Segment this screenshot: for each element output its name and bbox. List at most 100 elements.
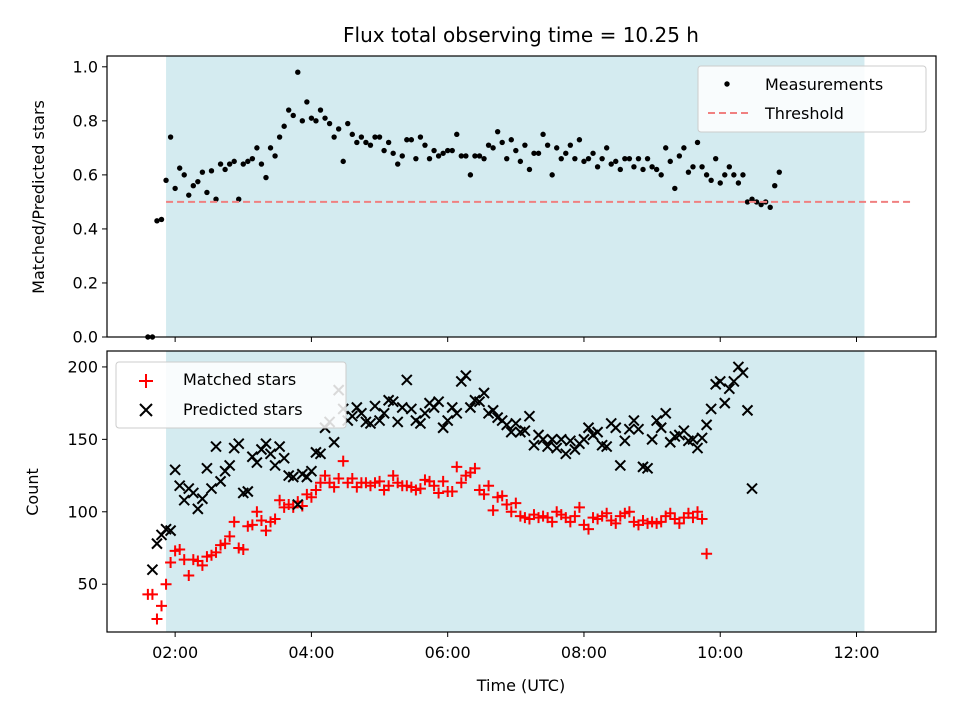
measurements-point: [567, 142, 574, 148]
measurements-point: [404, 137, 410, 143]
measurements-point: [758, 201, 764, 208]
predicted-stars-point: [737, 367, 749, 379]
matched-stars-point: [387, 470, 399, 482]
measurements-point: [690, 164, 696, 170]
measurements-point: [472, 153, 478, 159]
matched-stars-point: [510, 497, 522, 509]
predicted-stars-point: [269, 459, 281, 472]
measurements-point: [213, 196, 219, 202]
measurements-point: [467, 172, 474, 178]
matched-stars-point: [501, 499, 513, 511]
measurements-point: [326, 120, 333, 127]
predicted-stars-point: [487, 404, 499, 417]
matched-stars-point: [260, 525, 272, 537]
measurements-point: [663, 145, 669, 151]
predicted-stars-point: [546, 433, 558, 446]
predicted-stars-point: [746, 482, 758, 495]
measurements-point: [258, 161, 265, 167]
measurements-point: [658, 172, 664, 178]
predicted-stars-point: [641, 462, 654, 475]
measurements-point: [458, 153, 465, 159]
matched-stars-point: [414, 483, 426, 495]
predicted-stars-point: [550, 442, 563, 454]
measurements-point: [494, 128, 501, 135]
measurements-point: [413, 155, 419, 162]
x-tick-label: 06:00: [425, 643, 471, 662]
measurements-point: [172, 185, 178, 192]
measurements-point: [599, 155, 605, 162]
top-x-ticks: [174, 337, 858, 342]
matched-stars-point: [696, 513, 708, 525]
matched-stars-point: [428, 480, 440, 492]
predicted-stars-point: [578, 433, 590, 446]
predicted-stars-point: [164, 524, 177, 537]
matched-stars-point: [246, 519, 258, 531]
predicted-stars-point: [278, 452, 290, 464]
matched-stars-point: [623, 506, 635, 518]
predicted-stars-point: [687, 433, 699, 446]
predicted-stars-point: [700, 419, 713, 431]
measurements-point: [744, 199, 751, 205]
predicted-stars-point: [178, 494, 190, 506]
measurements-point: [585, 155, 592, 162]
predicted-stars-point: [401, 374, 413, 386]
matched-stars-point: [546, 516, 558, 528]
measurements-point: [399, 153, 405, 159]
x-axis-label: Time (UTC): [476, 676, 565, 695]
matched-stars-point: [160, 578, 172, 590]
measurements-point: [317, 107, 324, 113]
predicted-stars-point: [305, 465, 318, 477]
measurements-point: [504, 155, 510, 162]
predicted-stars-point: [528, 439, 540, 451]
measurements-point: [440, 150, 446, 156]
matched-stars-point: [310, 484, 322, 496]
predicted-stars-point: [396, 401, 408, 414]
matched-stars-point: [251, 506, 263, 518]
measurements-point: [554, 145, 560, 151]
predicted-stars-point: [555, 433, 567, 446]
legend-predicted-stars-marker: [139, 403, 153, 417]
measurements-point: [340, 158, 346, 165]
predicted-stars-point: [678, 424, 690, 437]
predicted-stars-point: [432, 395, 445, 408]
measurements-point: [613, 158, 619, 165]
bottom-y-axis-label: Count: [23, 468, 42, 516]
predicted-stars-point: [287, 471, 299, 483]
predicted-stars-point: [273, 440, 286, 453]
predicted-stars-point: [519, 424, 531, 437]
predicted-stars-point: [610, 422, 622, 434]
measurements-point: [767, 204, 773, 211]
measurements-point: [245, 158, 251, 165]
measurements-point: [603, 145, 610, 151]
measurements-point: [722, 172, 728, 178]
matched-stars-point: [224, 530, 236, 542]
predicted-stars-point: [214, 475, 227, 488]
legend-measurements-marker: [724, 81, 730, 87]
y-tick-label: 0.6: [73, 165, 98, 184]
predicted-stars-point: [223, 459, 236, 472]
measurements-point: [199, 169, 206, 175]
predicted-stars-point: [328, 436, 340, 448]
measurements-point: [249, 155, 256, 162]
matched-stars-point: [583, 523, 595, 535]
bottom-data-marks: [142, 361, 758, 625]
y-tick-label: 50: [78, 575, 98, 594]
predicted-stars-point: [451, 407, 463, 419]
matched-stars-point: [237, 543, 249, 555]
measurements-point: [345, 120, 351, 127]
matched-stars-point: [433, 487, 445, 499]
measurements-point: [463, 153, 469, 159]
top-legend: Measurements Threshold: [697, 65, 927, 133]
measurements-point: [444, 147, 451, 154]
measurements-point: [367, 142, 374, 148]
measurements-point: [176, 165, 183, 171]
predicted-stars-point: [146, 564, 159, 576]
predicted-stars-point: [560, 448, 572, 460]
predicted-stars-point: [505, 426, 517, 438]
measurements-point: [576, 137, 583, 143]
x-tick-label: 12:00: [833, 643, 879, 662]
predicted-stars-point: [537, 433, 549, 446]
measurements-point: [190, 182, 197, 189]
bottom-legend: Matched stars Predicted stars: [115, 361, 347, 429]
